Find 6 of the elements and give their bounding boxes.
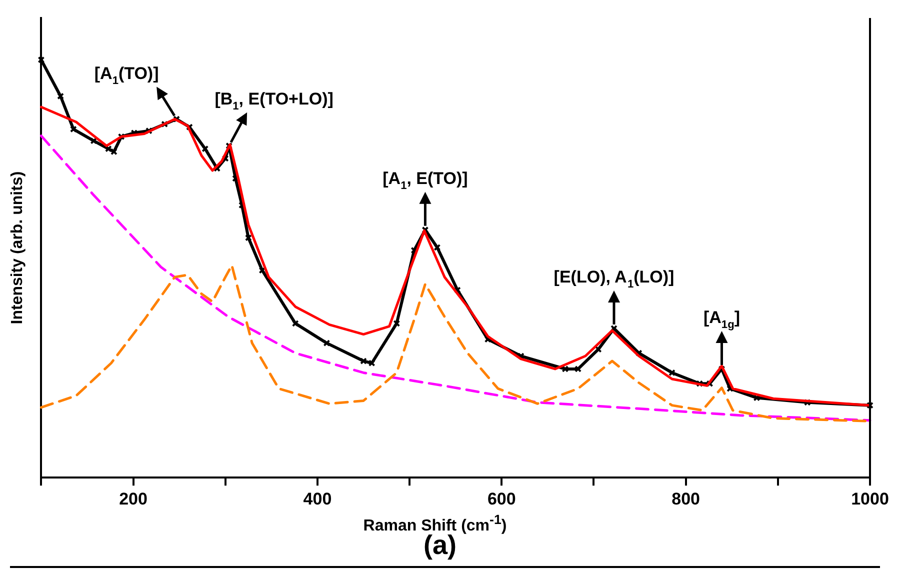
y-axis-title: Intensity (arb. units) xyxy=(9,171,26,324)
x-tick-label: 800 xyxy=(672,489,700,508)
x-tick-label: 200 xyxy=(119,489,148,508)
x-tick-label: 1000 xyxy=(851,489,889,508)
x-tick-label: 400 xyxy=(303,489,332,508)
x-tick-label: 600 xyxy=(487,489,516,508)
